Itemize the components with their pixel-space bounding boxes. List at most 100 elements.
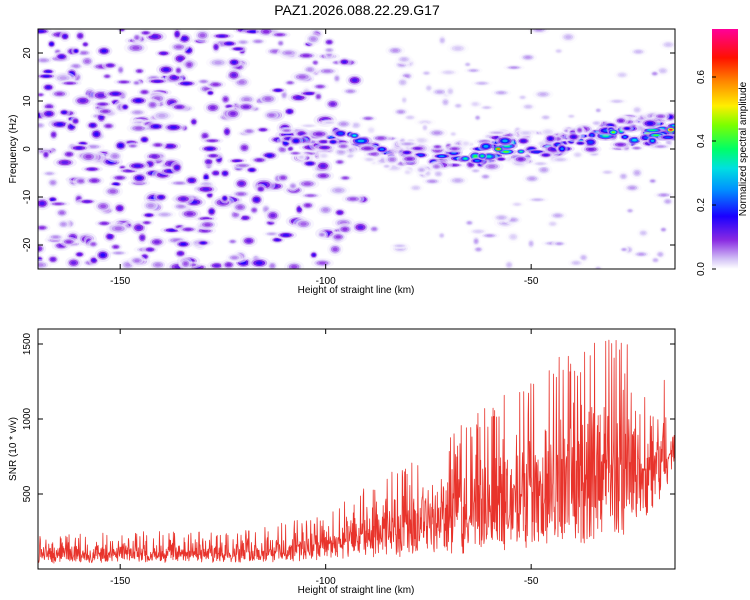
heatmap-blob-core (556, 242, 562, 245)
heatmap-blob-core (539, 92, 547, 96)
heatmap-blob-core (475, 230, 482, 233)
heatmap-blob-core (581, 256, 586, 260)
heatmap-blob-core (140, 235, 144, 240)
heatmap-blob-core (484, 106, 490, 109)
heatmap-blob-core (237, 192, 245, 196)
heatmap-blob-core (332, 247, 338, 252)
heatmap-blob-core (507, 263, 511, 267)
heatmap-blob-core (192, 120, 196, 124)
heatmap-blob-core (423, 126, 427, 130)
heatmap-blob-core (611, 131, 616, 134)
heatmap-blob-core (483, 175, 488, 178)
heatmap-blob-core (323, 69, 331, 73)
heatmap-blob-core (340, 122, 347, 126)
heatmap-blob-core (142, 138, 147, 141)
heatmap-blob-core (443, 100, 448, 104)
heatmap-blob-core (177, 56, 183, 61)
heatmap-blob-core (347, 90, 354, 93)
heatmap-blob-core (163, 68, 170, 72)
heatmap-blob-core (657, 145, 664, 148)
heatmap-blob-core (133, 164, 141, 168)
heatmap-blob-core (238, 164, 247, 167)
heatmap-blob-core (275, 89, 281, 92)
heatmap-blob-core (594, 122, 599, 125)
snr-y-label: SNR (10 * v/v) (8, 417, 19, 481)
heatmap-blob-core (112, 92, 119, 96)
heatmap-blob-core (638, 253, 644, 256)
heatmap-blob-core (264, 207, 268, 211)
heatmap-blob-core (470, 69, 477, 72)
heatmap-blob-core (199, 33, 206, 38)
heatmap-blob-core (327, 40, 332, 44)
heatmap-blob-core (476, 248, 481, 251)
heatmap-blob-core (514, 203, 520, 206)
heatmap-blob-core (83, 200, 91, 203)
heatmap-blob-core (613, 100, 621, 103)
heatmap-blob-core (321, 140, 327, 143)
heatmap-blob-core (143, 31, 149, 34)
heatmap-blob-core (240, 41, 246, 44)
heatmap-blob-core (238, 80, 245, 84)
heatmap-blob-core (330, 102, 336, 106)
heatmap-blob-core (305, 124, 312, 127)
heatmap-blob-core (522, 131, 529, 135)
heatmap-blob-core (79, 99, 87, 103)
heatmap-blob-core (653, 134, 659, 137)
heatmap-blob-core (419, 168, 424, 172)
heatmap-blob-core (148, 203, 154, 208)
heatmap-blob-core (342, 60, 347, 64)
heatmap-blob-core (107, 235, 113, 239)
heatmap-blob-core (50, 42, 54, 46)
heatmap-blob-core (182, 36, 187, 41)
heatmap-blob-core (493, 131, 501, 134)
heatmap-blob-core (153, 80, 161, 83)
heatmap-blob-core (560, 147, 564, 151)
heatmap-blob-core (454, 179, 461, 182)
heatmap-blob-core (90, 123, 95, 127)
heatmap-blob-core (307, 162, 313, 165)
heatmap-blob-core (519, 150, 523, 153)
heatmap-blob-core (73, 64, 79, 68)
heatmap-blob-core (448, 89, 452, 93)
y-tick-label: 1000 (22, 407, 33, 430)
heatmap-blob-core (305, 92, 313, 95)
heatmap-blob-core (357, 139, 365, 143)
heatmap-blob-core (328, 136, 334, 139)
heatmap-blob-core (52, 235, 59, 239)
colorbar-tick-label: 0.2 (696, 198, 707, 212)
heatmap-blob-core (115, 252, 122, 254)
heatmap-blob-core (46, 172, 53, 175)
heatmap-blob-core (650, 139, 655, 142)
heatmap-blob-core (97, 93, 105, 98)
heatmap-blob-core (92, 258, 96, 262)
heatmap-blob-core (38, 30, 45, 33)
heatmap-blob-core (134, 111, 141, 114)
heatmap-blob-core (52, 132, 56, 137)
heatmap-blob-core (38, 263, 44, 267)
heatmap-blob-core (264, 97, 272, 101)
heatmap-blob-core (331, 140, 335, 143)
heatmap-blob-core (367, 158, 372, 161)
heatmap-blob-core (299, 156, 304, 159)
heatmap-blob-core (214, 264, 220, 267)
heatmap-blob-core (279, 41, 283, 45)
heatmap-blob-core (189, 178, 195, 182)
heatmap-blob-core (476, 116, 479, 119)
heatmap-blob-core (175, 45, 182, 49)
heatmap-blob-core (168, 229, 176, 232)
heatmap-blob-core (61, 222, 66, 226)
heatmap-blob-core (404, 142, 412, 145)
heatmap-blob-core (334, 188, 342, 192)
heatmap-blob-core (214, 45, 218, 49)
heatmap-blob-core (46, 105, 52, 108)
heatmap-blob-core (414, 147, 421, 150)
heatmap-blob-core (134, 259, 140, 263)
heatmap-blob-core (321, 146, 328, 149)
heatmap-blob-core (319, 261, 326, 265)
heatmap-blob-core (426, 172, 430, 175)
heatmap-blob-core (440, 38, 444, 42)
heatmap-blob-core (404, 151, 410, 154)
heatmap-blob-core (116, 176, 123, 179)
